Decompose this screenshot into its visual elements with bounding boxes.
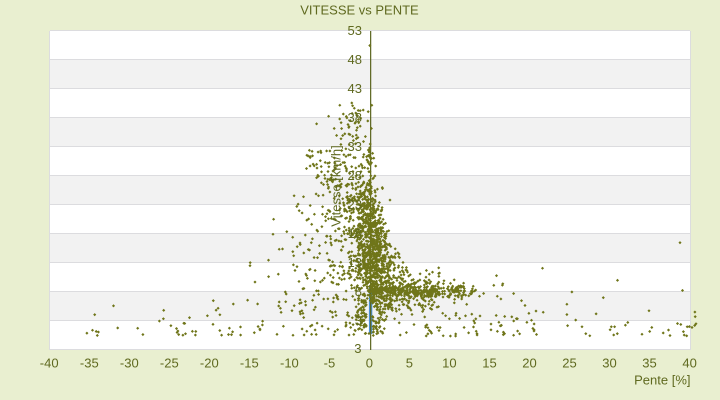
svg-text:10: 10 <box>442 356 456 371</box>
svg-text:53: 53 <box>348 23 362 38</box>
svg-text:VITESSE vs PENTE: VITESSE vs PENTE <box>300 3 419 18</box>
svg-text:35: 35 <box>642 356 656 371</box>
svg-text:38: 38 <box>348 110 362 125</box>
svg-text:-25: -25 <box>160 356 179 371</box>
svg-text:28: 28 <box>348 168 362 183</box>
svg-text:-20: -20 <box>200 356 219 371</box>
svg-text:30: 30 <box>602 356 616 371</box>
svg-text:48: 48 <box>348 52 362 67</box>
svg-text:15: 15 <box>482 356 496 371</box>
svg-text:33: 33 <box>348 139 362 154</box>
svg-text:3: 3 <box>355 313 362 328</box>
svg-text:25: 25 <box>562 356 576 371</box>
svg-text:-10: -10 <box>280 356 299 371</box>
svg-text:-15: -15 <box>240 356 259 371</box>
svg-text:Pente [%]: Pente [%] <box>634 373 690 388</box>
svg-text:-35: -35 <box>80 356 99 371</box>
svg-text:18: 18 <box>348 226 362 241</box>
svg-text:Vitesse [km/h]: Vitesse [km/h] <box>329 145 344 226</box>
svg-text:40: 40 <box>682 356 696 371</box>
svg-text:23: 23 <box>348 197 362 212</box>
svg-text:3: 3 <box>354 341 361 356</box>
svg-text:8: 8 <box>355 284 362 299</box>
svg-text:0: 0 <box>366 356 373 371</box>
svg-text:-5: -5 <box>324 356 336 371</box>
svg-text:5: 5 <box>406 356 413 371</box>
svg-text:-40: -40 <box>40 356 59 371</box>
svg-text:43: 43 <box>348 81 362 96</box>
svg-text:-30: -30 <box>120 356 139 371</box>
svg-text:20: 20 <box>522 356 536 371</box>
svg-text:13: 13 <box>348 255 362 270</box>
